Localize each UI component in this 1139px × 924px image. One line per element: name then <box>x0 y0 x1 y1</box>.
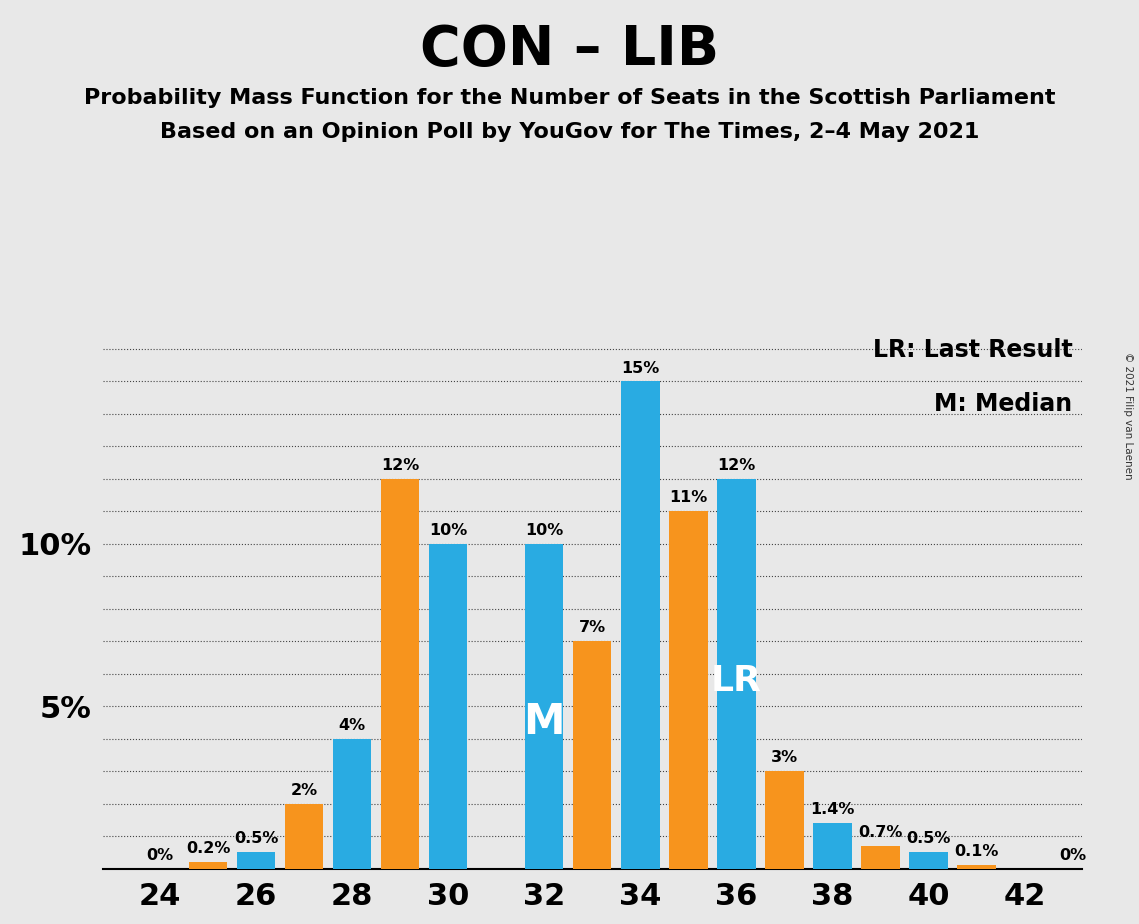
Text: 12%: 12% <box>382 458 419 473</box>
Bar <box>718 479 755 869</box>
Bar <box>237 852 276 869</box>
Text: 3%: 3% <box>771 750 798 765</box>
Text: 0%: 0% <box>147 847 173 863</box>
Text: Based on an Opinion Poll by YouGov for The Times, 2–4 May 2021: Based on an Opinion Poll by YouGov for T… <box>159 122 980 142</box>
Text: 0.5%: 0.5% <box>233 832 278 846</box>
Text: LR: LR <box>711 664 762 699</box>
Text: 7%: 7% <box>579 620 606 636</box>
Text: 2%: 2% <box>290 783 318 797</box>
Bar <box>525 543 564 869</box>
Text: 0%: 0% <box>1059 847 1085 863</box>
Bar <box>957 865 995 869</box>
Bar <box>333 738 371 869</box>
Bar <box>285 804 323 869</box>
Bar <box>573 641 612 869</box>
Bar <box>621 382 659 869</box>
Text: 15%: 15% <box>621 360 659 375</box>
Bar <box>861 845 900 869</box>
Bar <box>382 479 419 869</box>
Text: 11%: 11% <box>670 491 707 505</box>
Text: 0.5%: 0.5% <box>907 832 951 846</box>
Text: 1.4%: 1.4% <box>810 802 854 817</box>
Text: M: M <box>524 701 565 744</box>
Bar <box>909 852 948 869</box>
Text: Probability Mass Function for the Number of Seats in the Scottish Parliament: Probability Mass Function for the Number… <box>84 88 1055 108</box>
Text: © 2021 Filip van Laenen: © 2021 Filip van Laenen <box>1123 352 1133 480</box>
Text: 0.7%: 0.7% <box>858 825 902 840</box>
Bar <box>669 511 707 869</box>
Text: 0.2%: 0.2% <box>186 841 230 857</box>
Text: M: Median: M: Median <box>934 392 1072 416</box>
Bar <box>429 543 467 869</box>
Bar <box>765 772 803 869</box>
Bar <box>813 823 852 869</box>
Text: 4%: 4% <box>338 718 366 733</box>
Text: 10%: 10% <box>525 523 564 538</box>
Text: LR: Last Result: LR: Last Result <box>872 338 1072 362</box>
Bar <box>189 862 228 869</box>
Text: CON – LIB: CON – LIB <box>420 23 719 77</box>
Text: 10%: 10% <box>429 523 467 538</box>
Text: 0.1%: 0.1% <box>954 845 999 859</box>
Text: 12%: 12% <box>718 458 755 473</box>
